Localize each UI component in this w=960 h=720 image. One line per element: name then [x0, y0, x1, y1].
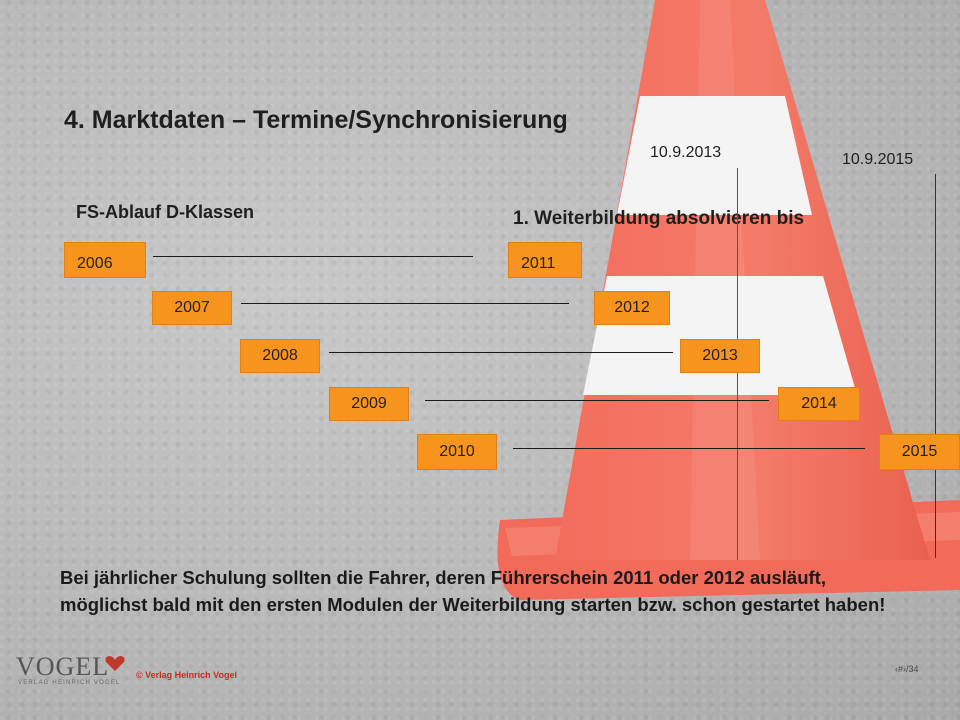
page-number: ‹#›/34 [895, 664, 919, 674]
timeline-connector [513, 448, 865, 449]
year-box-from: 2006 [64, 242, 146, 278]
year-box-from: 2009 [329, 387, 409, 421]
deadline-line-2015 [935, 174, 936, 558]
year-box-from: 2007 [152, 291, 232, 325]
timeline-connector [241, 303, 569, 304]
copyright-text: © Verlag Heinrich Vogel [136, 670, 237, 680]
section-subtitle: FS-Ablauf D-Klassen [76, 202, 255, 222]
year-box-to: 2015 [879, 434, 960, 470]
vogel-logo: VOGEL [16, 652, 110, 681]
vogel-logo-subline: VERLAG HEINRICH VOGEL [18, 680, 121, 686]
date-second: 10.9.2015 [842, 151, 914, 168]
year-box-from: 2010 [417, 434, 497, 470]
deadline-caption: 1. Weiterbildung absolvieren bis [513, 208, 805, 229]
timeline-connector [329, 352, 673, 353]
year-box-to: 2011 [508, 242, 582, 278]
year-box-to: 2014 [778, 387, 860, 421]
timeline-connector [425, 400, 769, 401]
timeline-connector [153, 256, 473, 257]
year-box-to: 2013 [680, 339, 760, 373]
year-box-from: 2008 [240, 339, 320, 373]
year-box-to: 2012 [594, 291, 670, 325]
date-first: 10.9.2013 [650, 144, 722, 161]
note-text: Bei jährlicher Schulung sollten die Fahr… [60, 567, 886, 615]
heart-logo-icon [105, 656, 125, 671]
slide-title: 4. Marktdaten – Termine/Synchronisierung [64, 106, 568, 134]
